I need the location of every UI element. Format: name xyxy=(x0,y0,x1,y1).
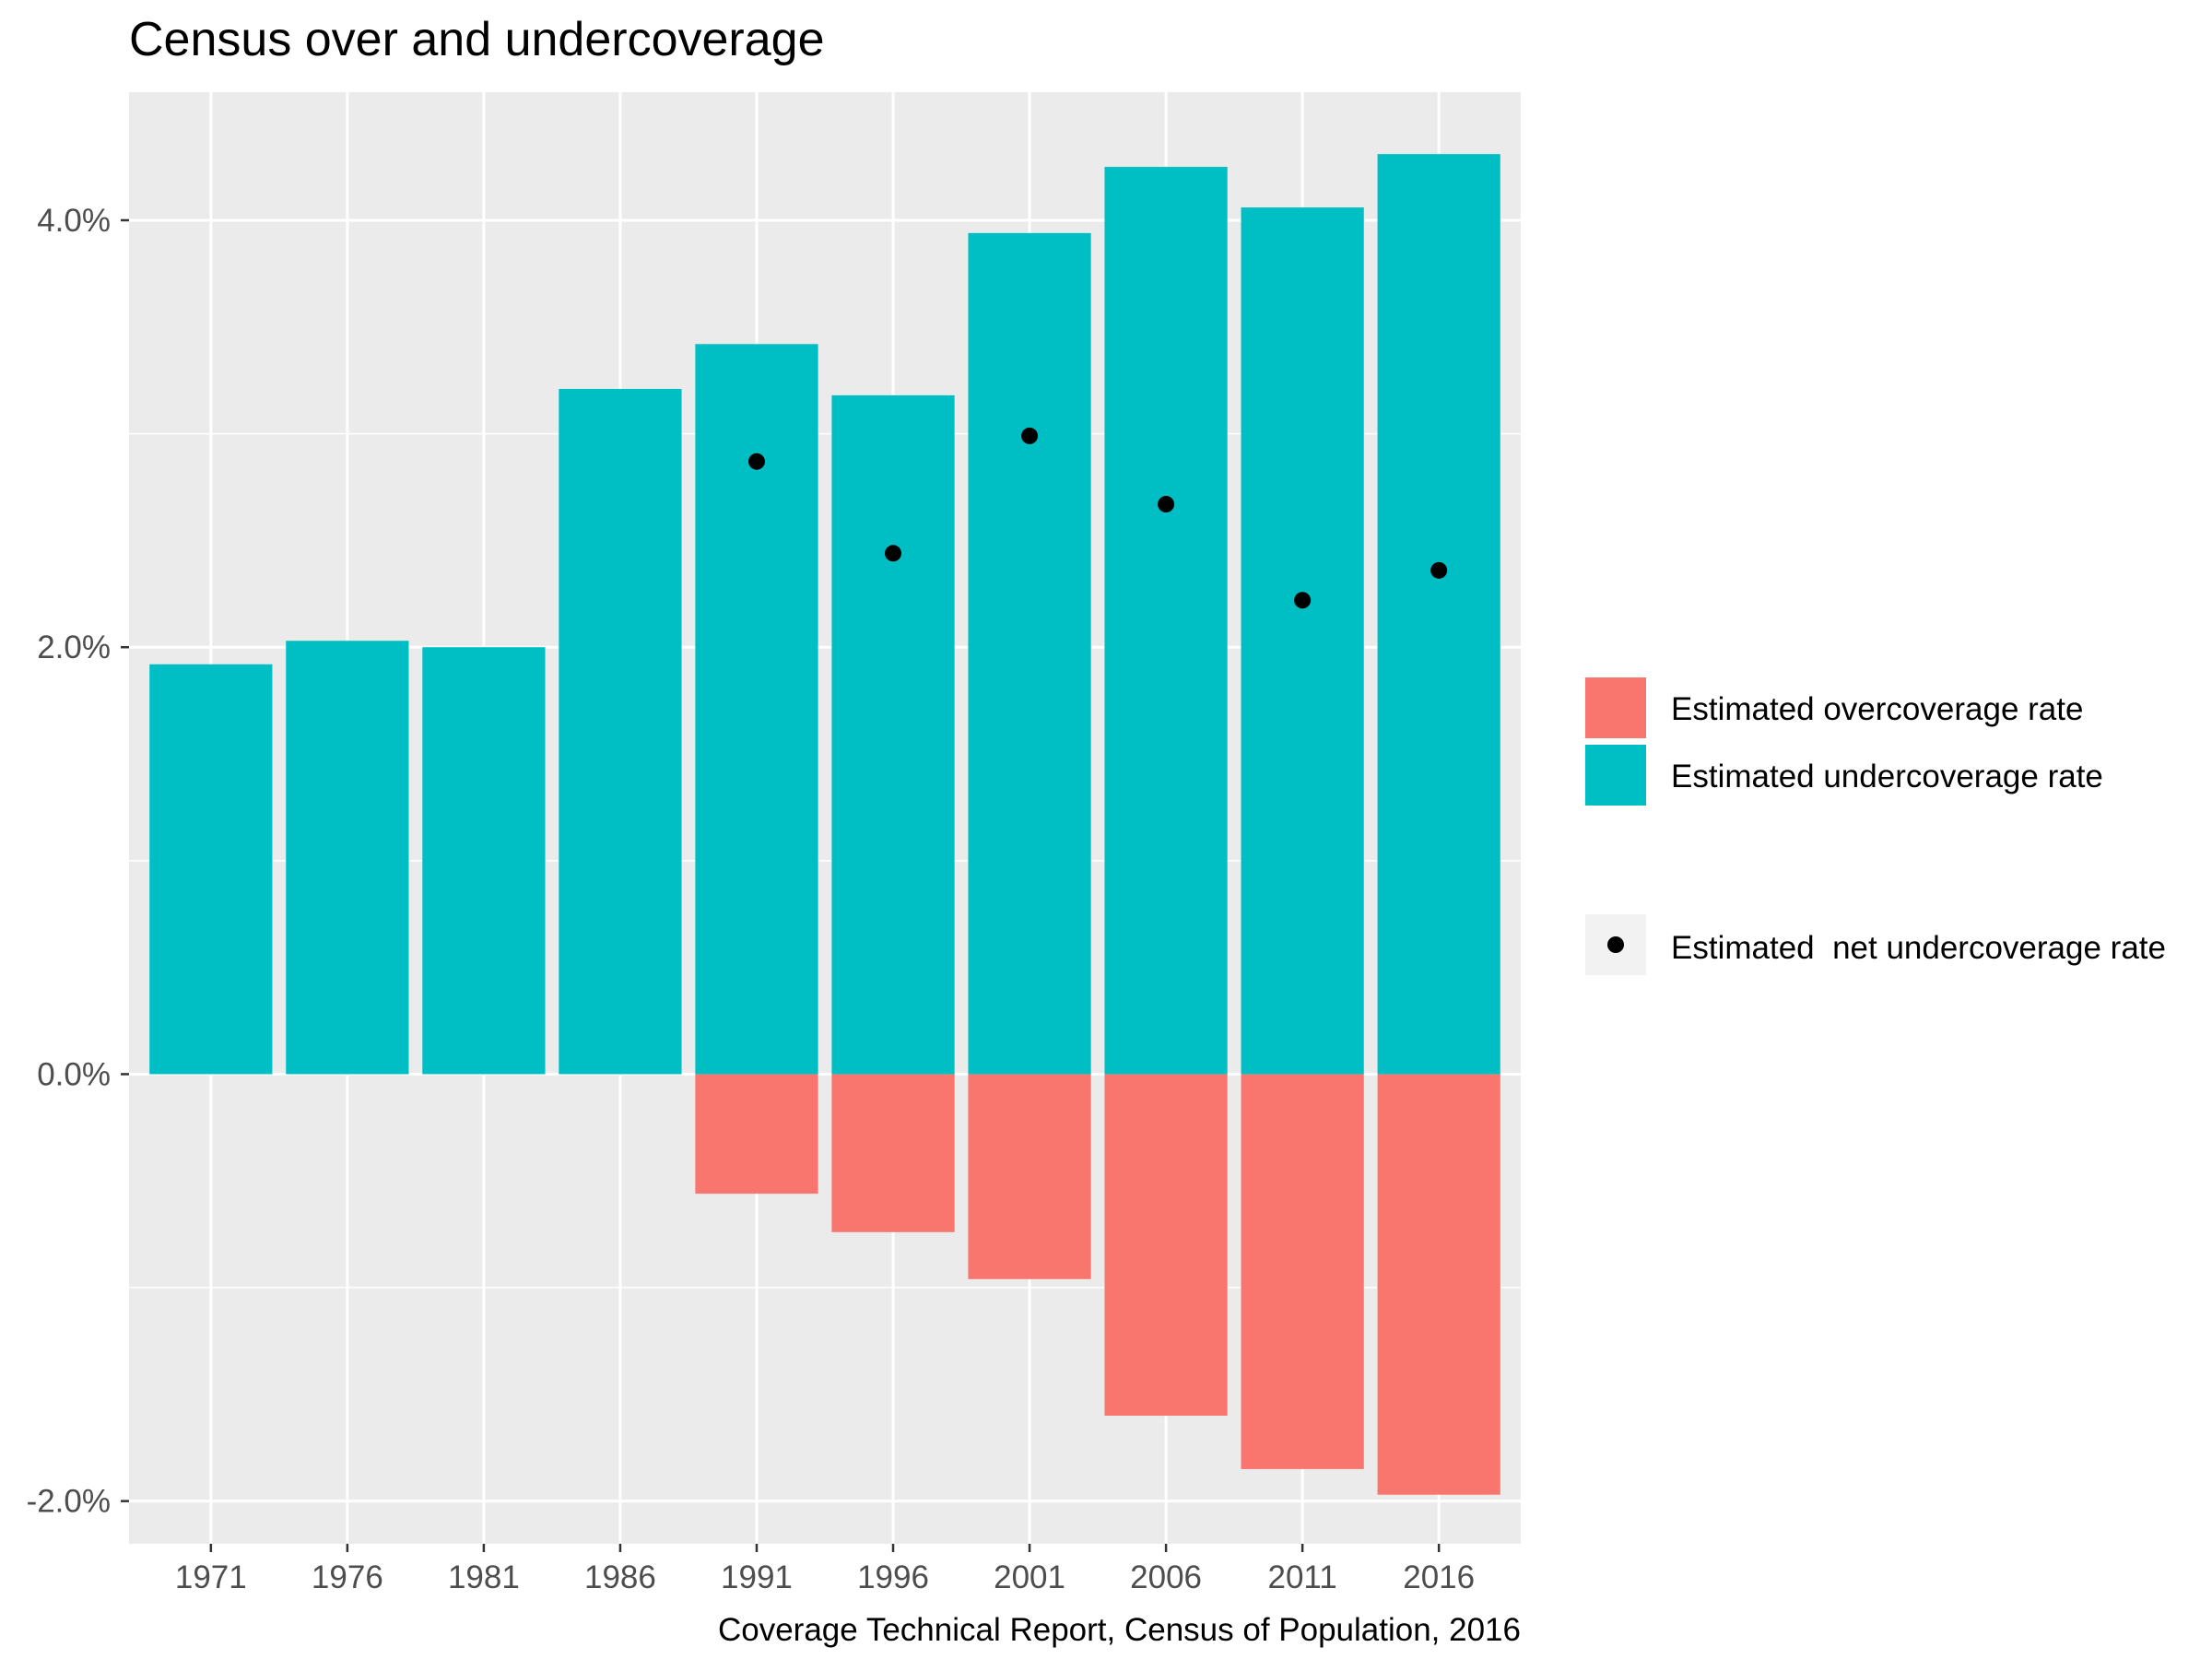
x-tick-label: 1991 xyxy=(721,1559,793,1595)
bar-overcoverage-1991 xyxy=(695,1074,818,1194)
x-tick-label: 2006 xyxy=(1130,1559,1202,1595)
point-net-undercoverage-2006 xyxy=(1158,496,1175,513)
point-net-undercoverage-1991 xyxy=(747,453,765,470)
legend-key-undercoverage xyxy=(1585,745,1646,806)
legend: Estimated overcoverage rate Estimated un… xyxy=(1585,677,2166,975)
bar-overcoverage-2001 xyxy=(968,1074,1091,1279)
bar-overcoverage-2006 xyxy=(1104,1074,1228,1417)
x-axis: 1971 1976 1981 1986 1991 1996 2001 2006 2011 2016 xyxy=(175,1544,1475,1595)
y-tick-label: 0.0% xyxy=(37,1056,111,1092)
y-axis: -2.0% 0.0% 2.0% 4.0% xyxy=(27,203,129,1520)
legend-label-net-undercoverage: Estimated net undercoverage rate xyxy=(1671,930,2166,966)
net-undercoverage-points xyxy=(747,427,1448,609)
x-tick-label: 1981 xyxy=(448,1559,520,1595)
x-tick-label: 2001 xyxy=(994,1559,1065,1595)
x-tick-label: 2016 xyxy=(1403,1559,1475,1595)
bar-undercoverage-1971 xyxy=(149,664,273,1075)
x-tick-label: 1986 xyxy=(584,1559,656,1595)
point-net-undercoverage-2001 xyxy=(1021,427,1039,444)
point-net-undercoverage-2011 xyxy=(1294,592,1312,609)
bar-undercoverage-2016 xyxy=(1377,154,1500,1075)
legend-key-overcoverage xyxy=(1585,677,1646,738)
y-tick-label: -2.0% xyxy=(27,1484,111,1520)
chart-title: Census over and undercoverage xyxy=(129,13,824,66)
legend-key-net-undercoverage xyxy=(1607,936,1624,953)
bar-overcoverage-2016 xyxy=(1377,1074,1500,1495)
x-tick-label: 1971 xyxy=(175,1559,247,1595)
bar-undercoverage-1976 xyxy=(286,641,409,1075)
bar-undercoverage-1996 xyxy=(831,394,955,1075)
x-tick-label: 2011 xyxy=(1268,1559,1337,1595)
bars xyxy=(149,154,1500,1495)
bar-undercoverage-2011 xyxy=(1241,207,1364,1075)
x-tick-label: 1996 xyxy=(857,1559,929,1595)
legend-label-undercoverage: Estimated undercoverage rate xyxy=(1671,759,2103,794)
bar-overcoverage-2011 xyxy=(1241,1074,1364,1469)
point-net-undercoverage-2016 xyxy=(1430,561,1448,579)
legend-label-overcoverage: Estimated overcoverage rate xyxy=(1671,691,2083,727)
bar-overcoverage-1996 xyxy=(831,1074,955,1232)
x-tick-label: 1976 xyxy=(312,1559,383,1595)
y-tick-label: 4.0% xyxy=(37,203,111,239)
bar-undercoverage-1981 xyxy=(422,647,546,1075)
y-tick-label: 2.0% xyxy=(37,629,111,665)
bar-undercoverage-1986 xyxy=(559,388,682,1075)
chart-caption: Coverage Technical Report, Census of Pop… xyxy=(718,1612,1521,1648)
bar-undercoverage-2001 xyxy=(968,232,1091,1075)
point-net-undercoverage-1996 xyxy=(885,545,902,562)
bar-undercoverage-2006 xyxy=(1104,167,1228,1075)
